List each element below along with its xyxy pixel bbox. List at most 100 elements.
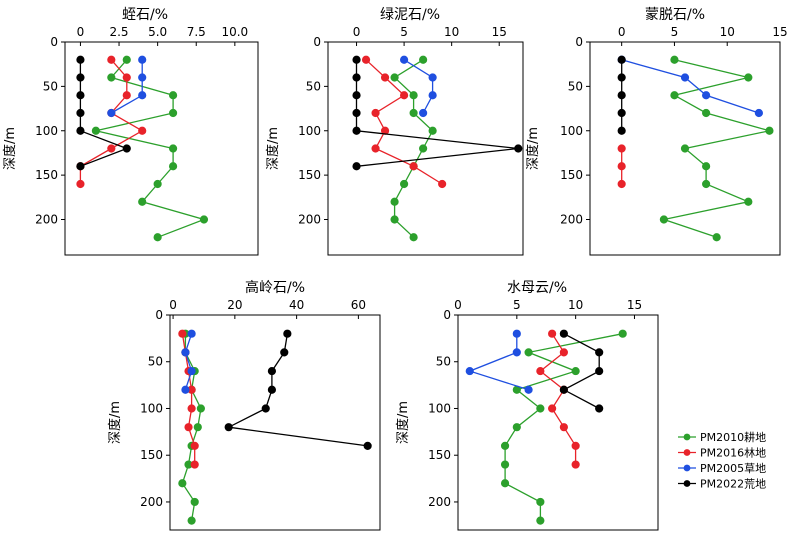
data-point (617, 91, 626, 100)
data-point (107, 55, 116, 64)
data-point (122, 55, 131, 64)
y-tick-label: 100 (35, 124, 58, 138)
x-tick-label: 5 (671, 25, 679, 39)
series-PM2022荒地 (617, 55, 626, 135)
y-tick-label: 100 (140, 401, 163, 415)
data-point (702, 162, 711, 171)
x-tick-label: 0 (618, 25, 626, 39)
series-line (365, 59, 443, 185)
y-tick-label: 0 (50, 35, 58, 49)
y-tick-label: 100 (428, 401, 451, 415)
data-point (536, 516, 545, 525)
x-tick-label: 10.0 (221, 25, 248, 39)
data-point (595, 348, 604, 357)
data-point (670, 55, 679, 64)
data-point (153, 179, 162, 189)
series-line (467, 333, 529, 391)
data-point (514, 144, 523, 153)
data-point (617, 55, 626, 64)
y-axis-label: 深度/m (107, 401, 123, 444)
y-tick-label: 150 (140, 448, 163, 462)
data-point (190, 441, 199, 450)
data-point (559, 329, 568, 338)
y-tick-label: 150 (35, 168, 58, 182)
data-point (390, 73, 399, 82)
series-PM2005草地 (617, 55, 763, 118)
data-point (107, 73, 116, 82)
x-tick-label: 40 (289, 298, 304, 312)
series-PM2005草地 (181, 329, 196, 394)
data-point (744, 197, 753, 206)
data-point (702, 179, 711, 189)
data-point (190, 497, 199, 507)
x-tick-label: 7.5 (187, 25, 206, 39)
data-point (409, 162, 418, 171)
y-tick-label: 150 (428, 448, 451, 462)
data-point (352, 108, 361, 118)
data-point (76, 162, 85, 171)
data-point (138, 126, 147, 135)
data-point (617, 162, 626, 171)
data-point (548, 404, 557, 413)
y-tick-label: 150 (560, 168, 583, 182)
data-point (181, 385, 190, 394)
y-tick-label: 50 (568, 79, 583, 93)
chart-title: 水母云/% (507, 280, 567, 296)
x-tick-label: 5.0 (148, 25, 167, 39)
data-point (76, 108, 85, 118)
data-point (571, 441, 580, 450)
data-point (380, 73, 390, 82)
data-point (409, 91, 418, 100)
x-tick-label: 10 (720, 25, 735, 39)
data-point (438, 179, 447, 189)
data-point (283, 329, 292, 338)
data-point (280, 348, 289, 357)
series-line (539, 333, 577, 465)
legend-label: PM2016林地 (700, 446, 766, 460)
data-point (76, 126, 85, 135)
legend-item: PM2022荒地 (678, 478, 766, 491)
data-point (168, 108, 178, 118)
data-point (122, 91, 131, 100)
y-tick-label: 0 (575, 35, 583, 49)
y-axis-label: 深度/m (265, 127, 281, 170)
plot-frame (327, 41, 524, 256)
data-point (595, 366, 604, 376)
data-point (76, 55, 85, 64)
data-point (670, 91, 679, 100)
data-point (765, 126, 774, 135)
y-tick-label: 0 (443, 308, 451, 322)
data-point (168, 144, 178, 153)
legend-marker (683, 480, 691, 487)
plot-frame (457, 314, 659, 531)
x-tick-label: 60 (351, 298, 366, 312)
data-point (352, 162, 361, 171)
data-point (76, 179, 85, 189)
data-point (352, 73, 361, 82)
y-axis-label: 深度/m (395, 401, 411, 444)
data-point (76, 91, 85, 100)
data-point (199, 215, 209, 224)
y-axis-label: 深度/m (525, 127, 541, 170)
plot-frame (169, 314, 381, 531)
data-point (399, 55, 409, 64)
data-point (617, 126, 626, 135)
x-tick-label: 15 (627, 298, 642, 312)
data-point (754, 108, 763, 118)
data-point (595, 404, 604, 413)
data-point (524, 348, 533, 357)
data-point (419, 108, 428, 118)
y-tick-label: 50 (436, 355, 451, 369)
data-point (352, 55, 361, 64)
x-tick-label: 2.5 (109, 25, 128, 39)
charts-area: 蛭石/%0 2.5 5.0 7.5 10.0050100150200深度/m绿泥石/%0… (2, 7, 788, 531)
data-point (428, 91, 437, 100)
series-line (403, 59, 434, 114)
data-point (419, 144, 428, 153)
y-tick-label: 200 (298, 213, 321, 227)
data-point (267, 385, 277, 394)
data-point (178, 329, 187, 338)
data-point (352, 91, 361, 100)
data-point (224, 423, 233, 432)
